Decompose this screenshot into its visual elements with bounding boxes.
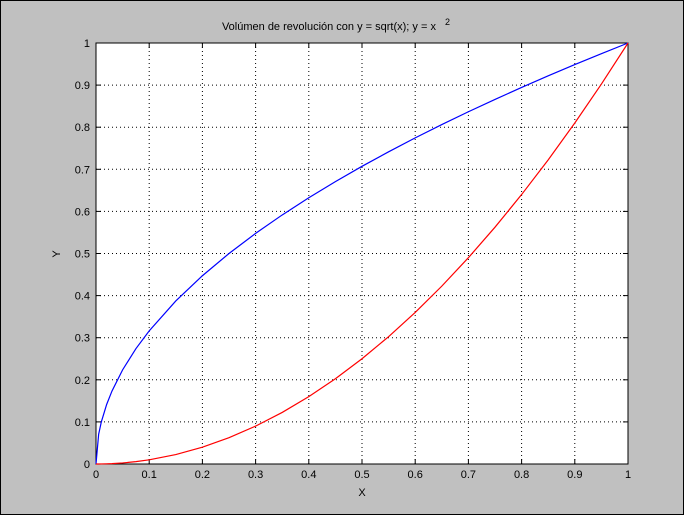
y-tick-label: 0.4	[75, 291, 90, 303]
grid	[96, 43, 628, 464]
x-tick-label: 0.1	[142, 469, 157, 481]
y-tick-label: 0.5	[75, 249, 90, 261]
y-tick-label: 0	[84, 459, 90, 471]
x-tick-label: 0.9	[567, 469, 582, 481]
x-tick-label: 0.3	[248, 469, 263, 481]
y-tick-label: 0.6	[75, 206, 90, 218]
y-tick-label: 0.8	[75, 122, 90, 134]
y-tick-label: 0.2	[75, 375, 90, 387]
x-axis-label: X	[358, 487, 366, 499]
y-axis-label: Y	[51, 250, 63, 258]
x-tick-label: 0.4	[301, 469, 316, 481]
x-tick-label: 0.6	[408, 469, 423, 481]
chart-title-main: Volúmen de revolución con y = sqrt(x); y…	[222, 21, 436, 33]
y-tick-label: 0.7	[75, 164, 90, 176]
sqrt-x-series-line	[95, 42, 629, 465]
y-tick-label: 0.1	[75, 417, 90, 429]
x-squared-series-line	[95, 42, 629, 465]
y-tick-label: 0.3	[75, 333, 90, 345]
x-tick-label: 0.7	[461, 469, 476, 481]
y-tick-label: 0.9	[75, 80, 90, 92]
x-tick-label: 0.5	[354, 469, 369, 481]
chart-title: Volúmen de revolución con y = sqrt(x); y…	[222, 17, 450, 33]
x-tick-label: 1	[625, 469, 631, 481]
x-tick-label: 0	[93, 469, 99, 481]
x-tick-label: 0.2	[195, 469, 210, 481]
y-tick-label: 1	[84, 38, 90, 50]
series-group	[95, 42, 629, 465]
x-tick-label: 0.8	[514, 469, 529, 481]
ticks: 0 0.1 0.2 0.3 0.4 0.5 0.6 0.7 0.8 0.9 1 0 0.1 0.2 0.3 0…	[75, 38, 631, 481]
chart-title-superscript: 2	[445, 17, 450, 27]
